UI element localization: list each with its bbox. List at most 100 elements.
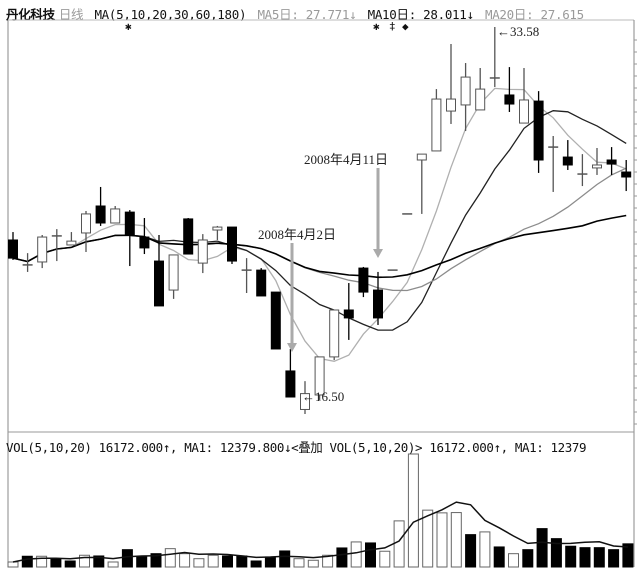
volume-bar-up	[322, 554, 334, 568]
annotation-april-2: 2008年4月2日	[258, 227, 337, 242]
volume-bar-up	[436, 512, 448, 568]
candle-down	[621, 171, 632, 178]
candle-down	[504, 94, 515, 105]
volume-bar-down	[579, 547, 591, 568]
stock-name: 丹化科技	[6, 7, 55, 22]
period-label: 日线	[58, 7, 84, 22]
volume-header: VOL(5,10,20) 16172.000↑, MA1: 12379.800↓…	[6, 437, 587, 456]
volume-bar-up	[407, 453, 419, 568]
volume-bar-down	[365, 542, 376, 568]
volume-bar-up	[193, 558, 205, 568]
vol-label: VOL(5,10,20)	[6, 440, 92, 455]
ma5-value: MA5日: 27.771↓	[257, 7, 357, 22]
candle-up	[314, 356, 325, 396]
candle-up	[329, 309, 340, 358]
candle-down	[358, 267, 369, 293]
volume-bar-down	[64, 560, 76, 568]
volume-bar-down	[493, 546, 505, 568]
candle-up	[197, 239, 208, 264]
volume-bar-up	[207, 554, 219, 568]
volume-bar-up	[7, 561, 19, 568]
ma-label: MA(5,10,20,30,60,180)	[94, 7, 247, 22]
volume-bar-down	[536, 528, 548, 568]
volume-bar-up	[508, 553, 519, 568]
volume-bar-down	[550, 538, 562, 568]
volume-bar-down	[93, 555, 105, 568]
volume-bar-down	[222, 555, 233, 568]
arrow-april-11-head	[373, 249, 383, 258]
candle-down	[154, 260, 164, 307]
candle-up	[300, 393, 310, 410]
volume-bar-down	[50, 558, 62, 568]
candle-down	[183, 218, 194, 255]
ma30-line	[12, 214, 627, 279]
candle-down	[562, 156, 573, 166]
volume-bar-up	[393, 520, 405, 568]
volume-bar-down	[522, 549, 534, 568]
volume-bar-up	[350, 541, 362, 568]
volume-bar-down	[608, 549, 620, 568]
volume-bar-up	[450, 512, 462, 568]
volume-bar-up	[164, 548, 176, 568]
volume-bar-down	[150, 553, 162, 568]
candle-up	[37, 236, 48, 263]
volume-bar-down	[593, 547, 605, 568]
candle-up	[416, 153, 427, 161]
candle-up	[212, 226, 223, 231]
chart-header: 丹化科技 日线 MA(5,10,20,30,60,180) MA5日: 27.77…	[6, 4, 588, 23]
vol-ma1-2: MA1: 12379	[514, 440, 587, 455]
volume-bar-up	[479, 531, 491, 568]
candle-up	[519, 99, 529, 124]
candle-down	[343, 309, 354, 319]
candle-up	[110, 208, 121, 224]
candle-up	[168, 254, 179, 291]
annotation-april-11: 2008年4月11日	[304, 152, 389, 167]
candle-up	[592, 164, 602, 169]
volume-bar-down	[465, 534, 477, 568]
ma10-value: MA10日: 28.011↓	[367, 7, 474, 22]
candle-up	[460, 76, 471, 106]
candle-down	[227, 226, 237, 262]
volume-bar-up	[36, 555, 48, 568]
candle-down	[256, 269, 267, 297]
candle-down	[533, 100, 544, 161]
volume-bar-down	[279, 550, 291, 568]
vol-overlay: <叠加 VOL(5,10,20)>	[291, 440, 423, 455]
volume-bar-up	[79, 554, 90, 568]
volume-bar-down	[264, 556, 276, 568]
arrow-april-2-head	[287, 343, 297, 352]
candle-down	[270, 291, 281, 350]
candle-up	[66, 240, 77, 246]
star-marker-icon: ✱	[373, 20, 380, 33]
candle-down	[285, 370, 296, 398]
candle-down	[124, 211, 135, 236]
diamond-marker-icon: ◆	[402, 20, 409, 33]
volume-bar-up	[422, 509, 434, 568]
high-price-label: ←33.58	[497, 24, 540, 39]
ma20-value: MA20日: 27.615	[484, 7, 584, 22]
star-marker-icon: ✱	[125, 20, 132, 33]
low-price-label: ←16.50	[302, 389, 345, 404]
candle-up	[81, 213, 91, 234]
volume-bar-up	[379, 550, 391, 568]
candle-down	[139, 236, 150, 249]
volume-bar-down	[121, 549, 133, 568]
vol-value-2: 16172.000↑,	[429, 440, 508, 455]
volume-bar-up	[293, 558, 305, 568]
volume-bar-down	[622, 543, 634, 568]
volume-bar-up	[307, 559, 319, 568]
vol-ma1: MA1: 12379.800↓	[184, 440, 292, 455]
candle-up	[446, 98, 456, 112]
candle-down	[606, 159, 617, 165]
vol-value: 16172.000↑,	[98, 440, 178, 455]
volume-bar-down	[250, 560, 262, 568]
volume-bar-down	[565, 545, 577, 568]
volume-bar-down	[236, 555, 248, 568]
candle-down	[8, 239, 18, 259]
volume-bar-up	[107, 561, 119, 568]
candle-up	[475, 88, 486, 111]
candle-down	[95, 205, 106, 224]
volume-bar-down	[336, 547, 348, 568]
volume-bar-down	[136, 556, 148, 568]
